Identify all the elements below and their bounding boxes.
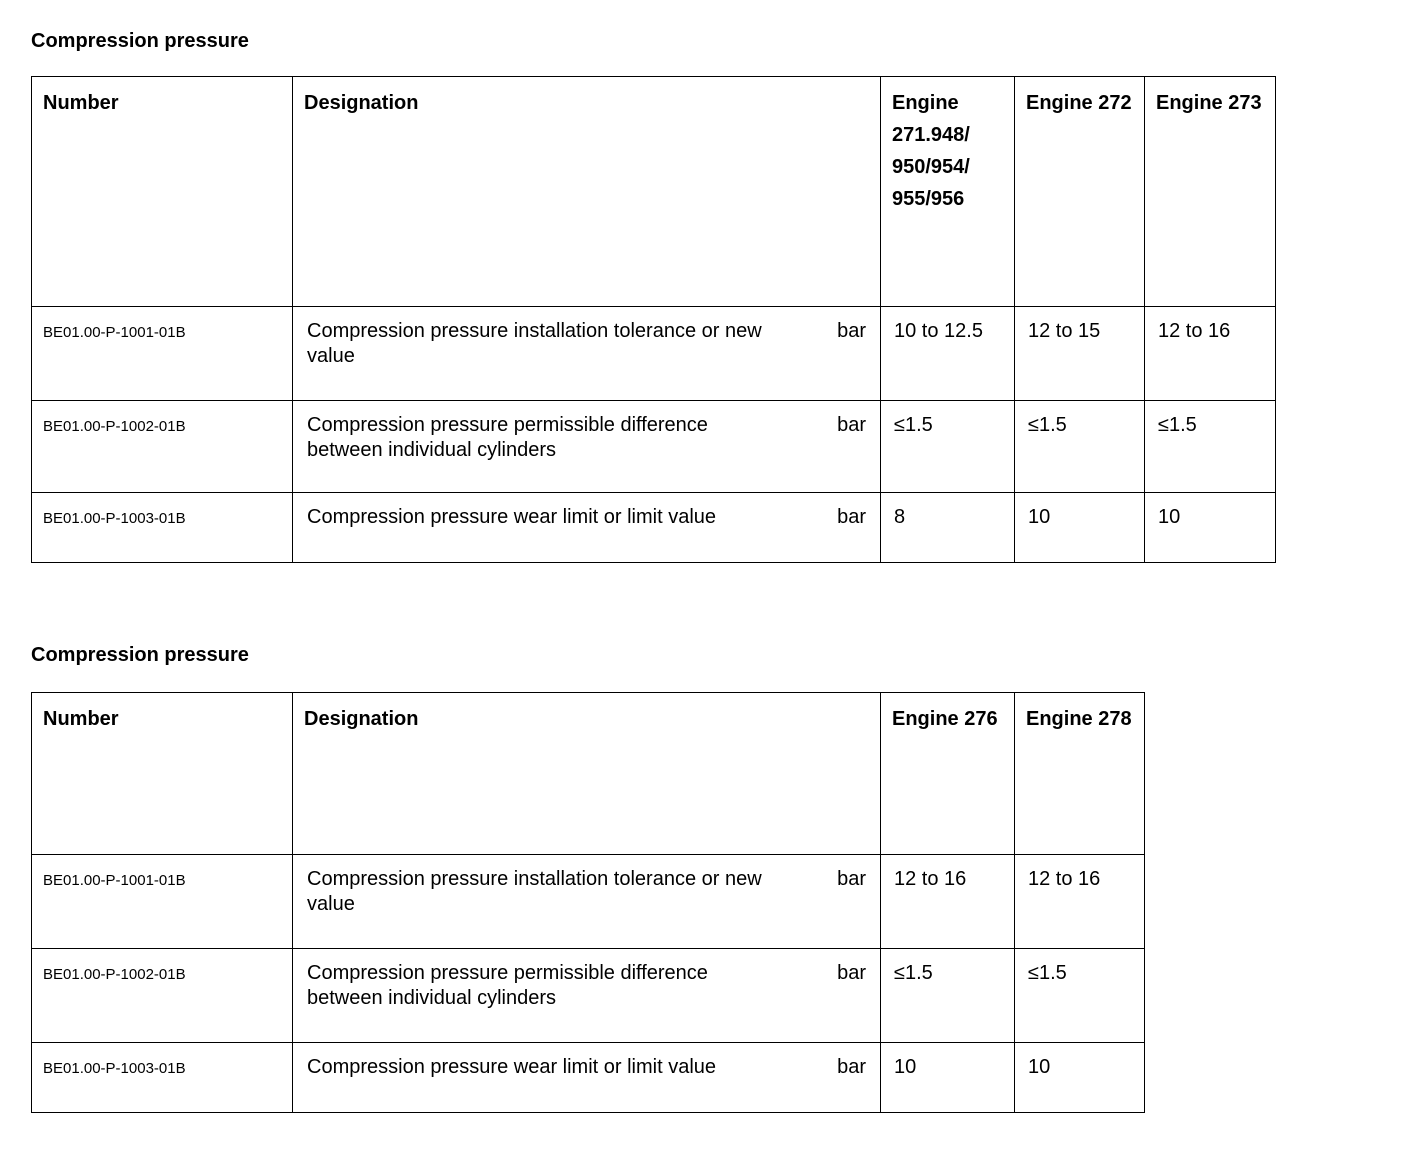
designation-wrap: Compression pressure installation tolera… <box>304 867 870 917</box>
unit-label: bar <box>837 414 866 436</box>
designation-wrap: Compression pressure wear limit or limit… <box>304 1055 870 1080</box>
header-row: Number Designation Engine 271.948/ 950/954… <box>31 76 1276 307</box>
value-cell: 8 <box>880 492 1015 563</box>
value-cell: 12 to 16 <box>1014 854 1145 949</box>
value-cell: 10 to 12.5 <box>880 306 1015 401</box>
number-cell: BE01.00-P-1001-01B <box>31 854 293 949</box>
value-cell: ≤1.5 <box>880 400 1015 493</box>
section-title: Compression pressure <box>31 644 249 666</box>
designation-text: Compression pressure permissible differe… <box>307 962 708 1009</box>
designation-cell: Compression pressure wear limit or limit… <box>292 492 881 563</box>
value-cell: 12 to 16 <box>1144 306 1276 401</box>
column-header: Engine 271.948/ 950/954/ 955/956 <box>880 76 1015 307</box>
designation-wrap: Compression pressure permissible differe… <box>304 413 870 463</box>
column-header: Designation <box>292 692 881 855</box>
unit-label: bar <box>837 506 866 528</box>
table-row: BE01.00-P-1001-01B Compression pressure i… <box>31 306 1276 401</box>
table-row: BE01.00-P-1003-01B Compression pressure w… <box>31 1042 1145 1113</box>
designation-text: Compression pressure wear limit or limit… <box>307 1056 717 1078</box>
designation-cell: Compression pressure permissible differe… <box>292 400 881 493</box>
number-cell: BE01.00-P-1001-01B <box>31 306 293 401</box>
unit-label: bar <box>837 320 866 342</box>
value-cell: ≤1.5 <box>1014 400 1145 493</box>
designation-cell: Compression pressure installation tolera… <box>292 854 881 949</box>
number-cell: BE01.00-P-1002-01B <box>31 400 293 493</box>
value-cell: 10 <box>1014 492 1145 563</box>
number-cell: BE01.00-P-1002-01B <box>31 948 293 1043</box>
column-header: Engine 272 <box>1014 76 1145 307</box>
unit-label: bar <box>837 868 866 890</box>
value-cell: ≤1.5 <box>1144 400 1276 493</box>
column-header: Designation <box>292 76 881 307</box>
designation-cell: Compression pressure installation tolera… <box>292 306 881 401</box>
designation-text: Compression pressure permissible differe… <box>307 414 708 461</box>
value-cell: ≤1.5 <box>1014 948 1145 1043</box>
table-row: BE01.00-P-1002-01B Compression pressure p… <box>31 400 1276 493</box>
designation-cell: Compression pressure wear limit or limit… <box>292 1042 881 1113</box>
number-cell: BE01.00-P-1003-01B <box>31 492 293 563</box>
spec-table: Number Designation Engine 276 Engine 278 BE0… <box>31 692 1145 1113</box>
unit-label: bar <box>837 962 866 984</box>
value-cell: 10 <box>880 1042 1015 1113</box>
value-cell: ≤1.5 <box>880 948 1015 1043</box>
column-header: Engine 273 <box>1144 76 1276 307</box>
designation-text: Compression pressure installation tolera… <box>307 320 762 367</box>
value-cell: 10 <box>1144 492 1276 563</box>
section-title: Compression pressure <box>31 30 249 52</box>
unit-label: bar <box>837 1056 866 1078</box>
column-header: Number <box>31 692 293 855</box>
designation-cell: Compression pressure permissible differe… <box>292 948 881 1043</box>
number-cell: BE01.00-P-1003-01B <box>31 1042 293 1113</box>
designation-wrap: Compression pressure permissible differe… <box>304 961 870 1011</box>
column-header: Engine 276 <box>880 692 1015 855</box>
header-row: Number Designation Engine 276 Engine 278 <box>31 692 1145 855</box>
column-header: Engine 278 <box>1014 692 1145 855</box>
column-header: Number <box>31 76 293 307</box>
table-row: BE01.00-P-1001-01B Compression pressure i… <box>31 854 1145 949</box>
designation-wrap: Compression pressure wear limit or limit… <box>304 505 870 530</box>
designation-text: Compression pressure wear limit or limit… <box>307 506 717 528</box>
table-row: BE01.00-P-1003-01B Compression pressure w… <box>31 492 1276 563</box>
value-cell: 10 <box>1014 1042 1145 1113</box>
table-row: BE01.00-P-1002-01B Compression pressure p… <box>31 948 1145 1043</box>
spec-table: Number Designation Engine 271.948/ 950/954… <box>31 76 1276 563</box>
designation-wrap: Compression pressure installation tolera… <box>304 319 870 369</box>
value-cell: 12 to 15 <box>1014 306 1145 401</box>
designation-text: Compression pressure installation tolera… <box>307 868 762 915</box>
value-cell: 12 to 16 <box>880 854 1015 949</box>
